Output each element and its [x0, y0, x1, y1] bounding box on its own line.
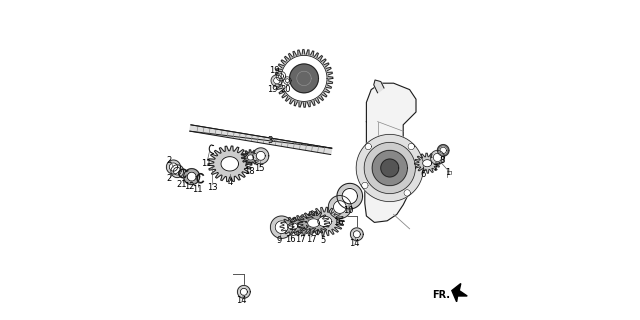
Text: 6: 6: [420, 170, 426, 179]
Text: 21: 21: [177, 180, 187, 188]
Polygon shape: [318, 216, 332, 227]
Polygon shape: [365, 83, 416, 222]
Polygon shape: [431, 150, 445, 164]
Polygon shape: [248, 155, 253, 160]
Polygon shape: [271, 75, 283, 86]
Polygon shape: [298, 221, 308, 229]
Polygon shape: [408, 143, 415, 150]
Polygon shape: [188, 172, 196, 181]
Polygon shape: [365, 143, 371, 150]
Polygon shape: [342, 188, 357, 204]
Polygon shape: [433, 153, 442, 162]
Polygon shape: [298, 212, 330, 235]
Polygon shape: [404, 190, 410, 196]
Polygon shape: [285, 79, 289, 83]
Text: 19: 19: [268, 85, 278, 94]
Polygon shape: [237, 285, 250, 298]
Polygon shape: [372, 150, 408, 186]
Polygon shape: [284, 77, 291, 84]
Text: 1: 1: [445, 168, 451, 177]
Polygon shape: [290, 64, 319, 93]
Polygon shape: [276, 71, 285, 81]
Polygon shape: [281, 55, 327, 101]
Polygon shape: [257, 151, 265, 160]
Text: 11: 11: [201, 159, 212, 168]
Polygon shape: [221, 156, 239, 171]
Polygon shape: [438, 145, 449, 156]
Text: 2: 2: [166, 156, 172, 164]
Polygon shape: [253, 148, 269, 164]
Polygon shape: [170, 163, 178, 171]
Text: 12: 12: [184, 182, 195, 191]
Text: 19: 19: [269, 66, 280, 75]
Polygon shape: [275, 221, 288, 234]
Polygon shape: [288, 223, 298, 230]
Polygon shape: [333, 201, 346, 213]
Polygon shape: [351, 228, 364, 241]
Polygon shape: [362, 182, 368, 188]
Text: 16: 16: [333, 218, 343, 227]
Polygon shape: [271, 216, 293, 238]
Text: 11: 11: [192, 185, 203, 194]
Polygon shape: [275, 50, 333, 107]
Polygon shape: [374, 80, 384, 93]
Polygon shape: [306, 207, 344, 236]
Polygon shape: [440, 147, 447, 154]
Polygon shape: [274, 77, 280, 84]
Text: 17: 17: [296, 235, 306, 244]
Text: 13: 13: [207, 183, 218, 192]
Text: 7: 7: [432, 164, 437, 172]
Text: 10: 10: [343, 206, 353, 215]
Text: 16: 16: [285, 236, 296, 244]
Text: 5: 5: [321, 236, 326, 245]
Text: 3: 3: [268, 136, 273, 145]
Polygon shape: [364, 142, 415, 194]
Polygon shape: [166, 160, 180, 174]
Polygon shape: [208, 146, 252, 182]
Polygon shape: [415, 153, 440, 173]
Polygon shape: [241, 150, 260, 165]
Text: 18: 18: [244, 167, 254, 176]
Text: 8: 8: [440, 156, 445, 165]
Polygon shape: [184, 169, 200, 185]
Polygon shape: [190, 125, 332, 155]
Polygon shape: [452, 284, 467, 302]
Text: 9: 9: [276, 236, 282, 245]
Text: 15: 15: [254, 164, 264, 173]
Text: 20: 20: [280, 85, 291, 94]
Text: 2: 2: [166, 174, 172, 183]
Polygon shape: [381, 159, 399, 177]
Polygon shape: [173, 167, 181, 175]
Text: 4: 4: [227, 178, 232, 187]
Polygon shape: [422, 160, 432, 167]
Polygon shape: [356, 134, 424, 202]
Polygon shape: [241, 288, 248, 295]
Polygon shape: [337, 183, 362, 209]
Text: 14: 14: [349, 239, 360, 248]
Text: 17: 17: [306, 235, 316, 244]
Polygon shape: [308, 219, 319, 227]
Polygon shape: [353, 231, 360, 238]
Text: FR.: FR.: [433, 290, 451, 300]
Text: 14: 14: [236, 296, 247, 305]
Polygon shape: [289, 215, 317, 235]
Polygon shape: [328, 196, 351, 219]
Polygon shape: [280, 217, 306, 235]
Polygon shape: [171, 165, 184, 178]
Polygon shape: [278, 74, 284, 79]
